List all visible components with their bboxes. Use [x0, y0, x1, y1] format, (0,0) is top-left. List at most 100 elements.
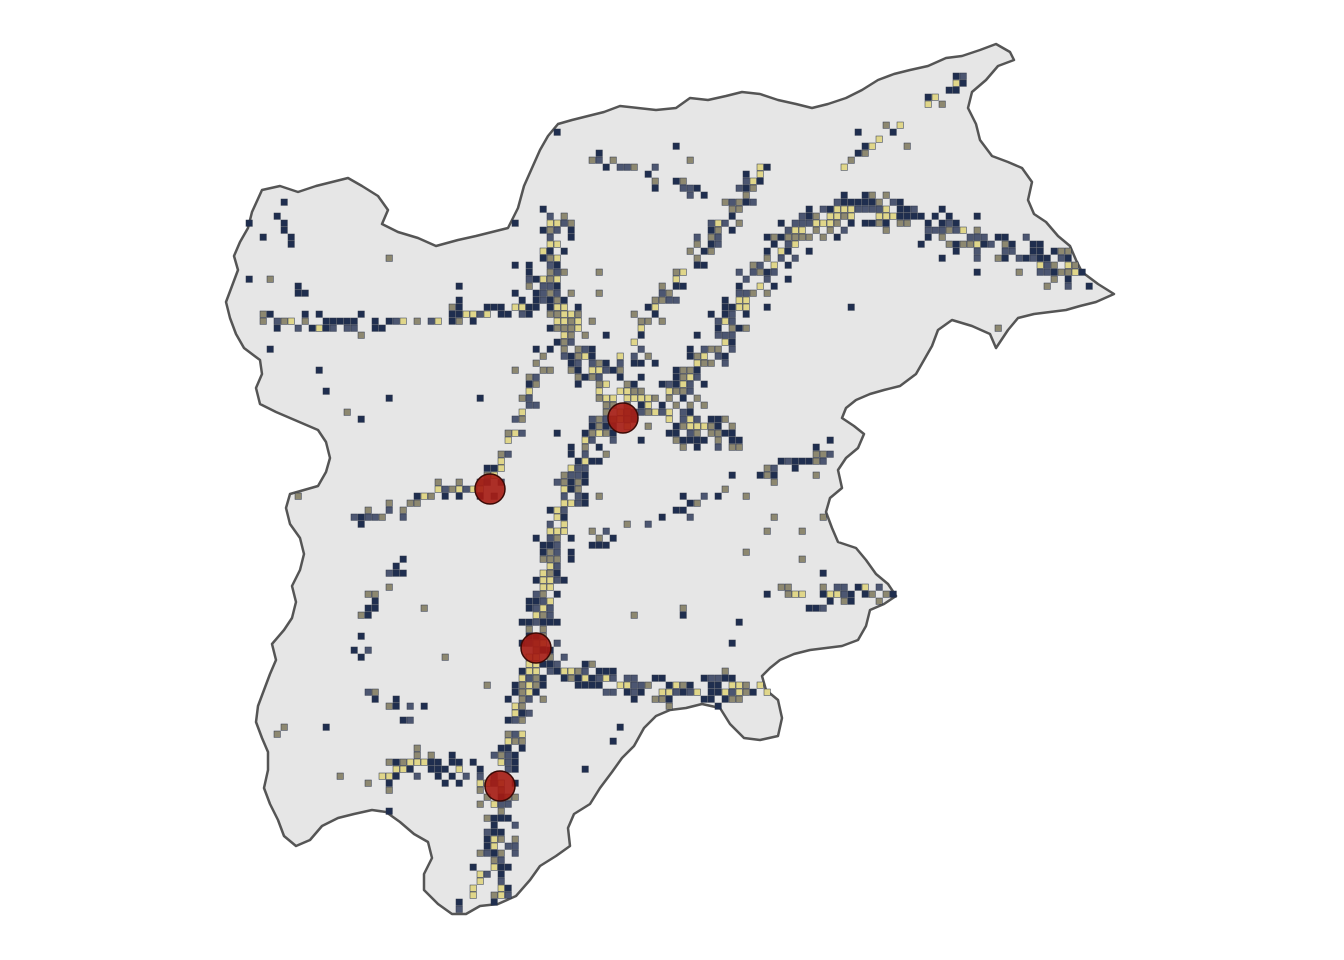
grid-cell [595, 429, 603, 437]
grid-cell [721, 688, 729, 696]
grid-cell [511, 835, 519, 843]
grid-cell [672, 366, 680, 374]
grid-cell [336, 317, 344, 325]
grid-cell [518, 674, 526, 682]
grid-cell [525, 282, 533, 290]
grid-cell [1057, 268, 1065, 276]
grid-cell [665, 702, 673, 710]
grid-cell [651, 296, 659, 304]
grid-cell [595, 268, 603, 276]
grid-cell [567, 352, 575, 360]
grid-cell [553, 254, 561, 262]
grid-cell [672, 387, 680, 395]
grid-cell [1008, 247, 1016, 255]
grid-cell [476, 786, 484, 794]
grid-cell [546, 261, 554, 269]
grid-cell [791, 464, 799, 472]
grid-cell [504, 730, 512, 738]
grid-cell [322, 317, 330, 325]
grid-cell [1029, 240, 1037, 248]
grid-cell [651, 163, 659, 171]
grid-cell [504, 891, 512, 899]
grid-cell [525, 674, 533, 682]
grid-cell [441, 485, 449, 493]
grid-cell [770, 233, 778, 241]
grid-cell [735, 296, 743, 304]
grid-cell [364, 688, 372, 696]
grid-cell [637, 681, 645, 689]
grid-cell [623, 520, 631, 528]
grid-cell [364, 506, 372, 514]
grid-cell [735, 618, 743, 626]
grid-cell [532, 688, 540, 696]
grid-cell [483, 835, 491, 843]
grid-cell [595, 149, 603, 157]
grid-cell [679, 380, 687, 388]
grid-cell [728, 436, 736, 444]
grid-cell [630, 352, 638, 360]
grid-cell [840, 212, 848, 220]
grid-cell [581, 681, 589, 689]
grid-cell [581, 331, 589, 339]
grid-cell [896, 219, 904, 227]
grid-cell [609, 688, 617, 696]
grid-cell [560, 485, 568, 493]
grid-cell [553, 639, 561, 647]
grid-cell [742, 688, 750, 696]
grid-cell [784, 583, 792, 591]
grid-cell [483, 849, 491, 857]
grid-cell [546, 233, 554, 241]
grid-cell [483, 464, 491, 472]
grid-cell [721, 310, 729, 318]
grid-cell [938, 254, 946, 262]
grid-cell [686, 429, 694, 437]
grid-cell [511, 849, 519, 857]
grid-cell [483, 814, 491, 822]
grid-cell [721, 485, 729, 493]
grid-cell [945, 240, 953, 248]
grid-cell [560, 310, 568, 318]
grid-cell [623, 394, 631, 402]
grid-cell [658, 513, 666, 521]
grid-cell [952, 72, 960, 80]
grid-cell [539, 597, 547, 605]
grid-cell [525, 401, 533, 409]
grid-cell [763, 471, 771, 479]
grid-cell [609, 394, 617, 402]
grid-cell [399, 555, 407, 563]
grid-cell [560, 499, 568, 507]
grid-cell [406, 765, 414, 773]
grid-cell [728, 324, 736, 332]
grid-cell [644, 681, 652, 689]
grid-cell [413, 744, 421, 752]
grid-cell [448, 317, 456, 325]
grid-cell [840, 583, 848, 591]
grid-cell [819, 457, 827, 465]
grid-cell [539, 247, 547, 255]
grid-cell [686, 436, 694, 444]
grid-cell [427, 317, 435, 325]
grid-cell [588, 681, 596, 689]
grid-cell [686, 422, 694, 430]
grid-cell [938, 205, 946, 213]
grid-cell [581, 457, 589, 465]
grid-cell [840, 198, 848, 206]
grid-cell [588, 660, 596, 668]
grid-cell [525, 303, 533, 311]
grid-cell [651, 408, 659, 416]
grid-cell [315, 324, 323, 332]
grid-cell [455, 296, 463, 304]
grid-cell [672, 422, 680, 430]
grid-cell [525, 387, 533, 395]
grid-cell [539, 590, 547, 598]
grid-cell [336, 772, 344, 780]
grid-cell [938, 226, 946, 234]
grid-cell [728, 674, 736, 682]
grid-cell [399, 513, 407, 521]
grid-cell [581, 464, 589, 472]
grid-cell [728, 681, 736, 689]
grid-cell [700, 492, 708, 500]
grid-cell [357, 611, 365, 619]
grid-cell [875, 205, 883, 213]
grid-cell [553, 548, 561, 556]
